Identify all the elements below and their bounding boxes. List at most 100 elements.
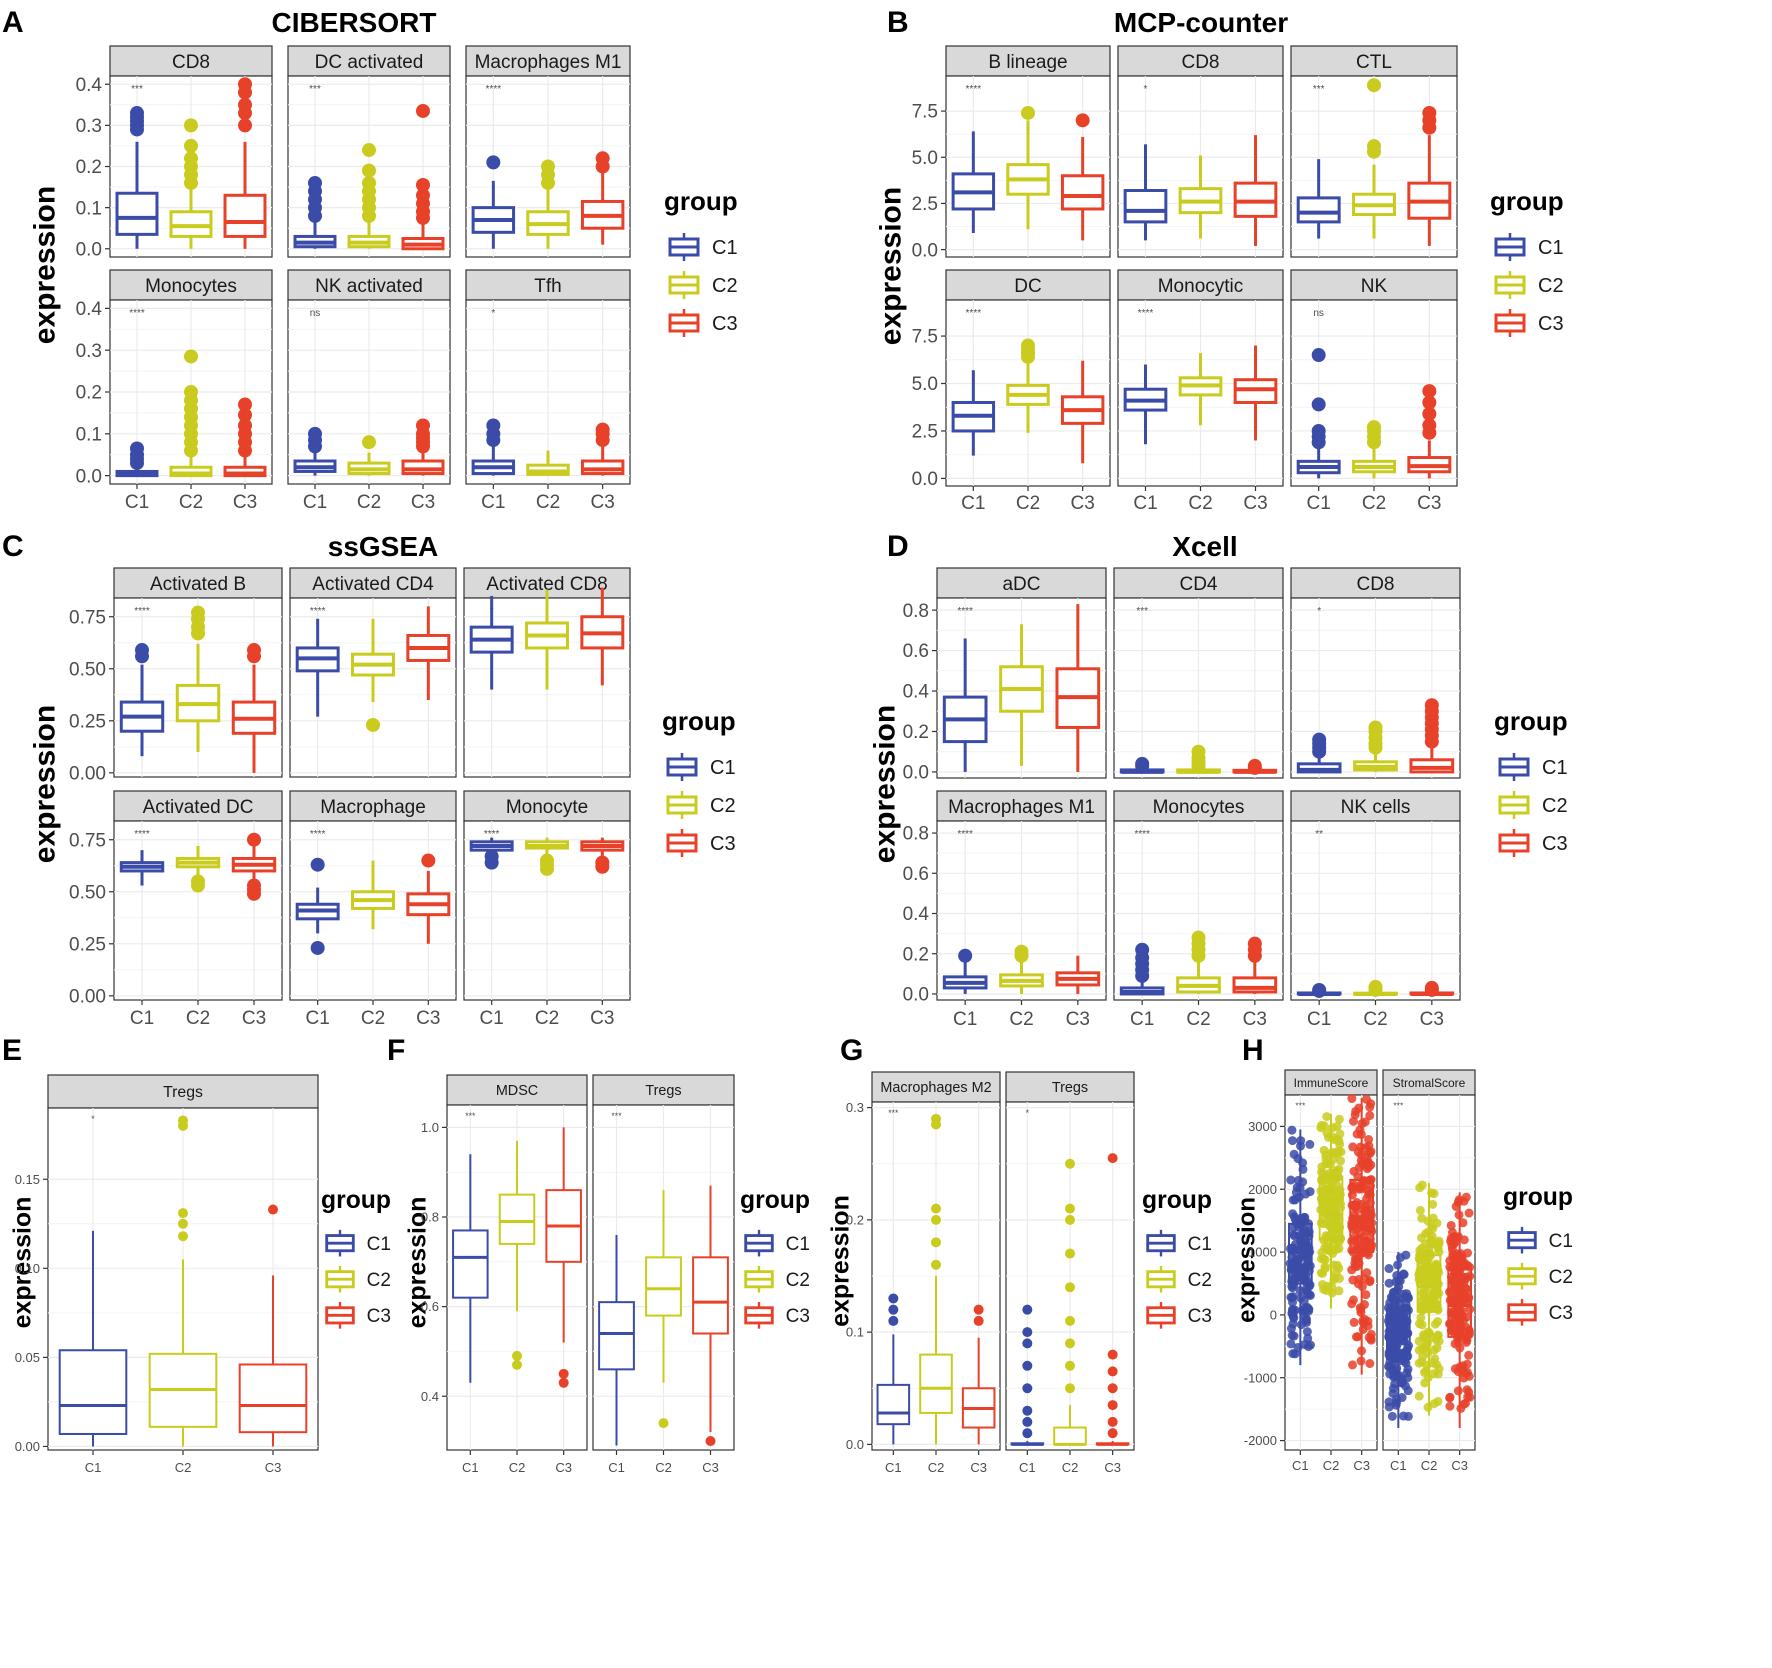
y-axis-title: expression (875, 187, 908, 345)
outlier-point (931, 1259, 941, 1270)
facet-stromalscore: StromalScore *** C1 C2 C3 (1382, 1069, 1476, 1473)
jitter-point (1350, 1110, 1360, 1120)
outlier-point (1107, 1400, 1118, 1411)
outlier-point (416, 188, 430, 203)
box-c2 (1414, 1180, 1444, 1416)
y-tick-label: 0.15 (15, 1172, 40, 1187)
box-c1 (1010, 1304, 1045, 1446)
facet-strip (287, 269, 451, 301)
x-tick-label-c3: C3 (1243, 1009, 1267, 1030)
legend-label-c3: C3 (710, 833, 736, 855)
box-iqr (1447, 1266, 1473, 1338)
jitter-point (1336, 1156, 1346, 1166)
outlier-point (416, 418, 430, 433)
outlier-point (1311, 348, 1326, 363)
y-tick-label: 0.3 (846, 1100, 864, 1115)
outlier-point (184, 385, 198, 399)
facet-dc-activated: DC activated *** (287, 45, 451, 258)
box-iqr (876, 1383, 911, 1426)
jitter-point (1465, 1271, 1475, 1281)
jitter-point (1295, 1230, 1305, 1240)
facet-activated-b: Activated B**** 0.00 0.25 0.50 0.75 (69, 567, 283, 784)
jitter-point (1433, 1396, 1443, 1406)
jitter-point (1335, 1273, 1345, 1283)
legend-key-c2 (668, 271, 700, 299)
jitter-point (1288, 1222, 1298, 1232)
x-tick-label-c2: C2 (928, 1460, 945, 1475)
legend-label-c1: C1 (1542, 757, 1568, 779)
box-c1 (293, 175, 337, 249)
box-c1 (876, 1293, 911, 1445)
jitter-point (1429, 1369, 1439, 1379)
box-c1 (469, 837, 514, 870)
jitter-point (1422, 1360, 1432, 1370)
x-tick-label-c1: C1 (885, 1460, 902, 1475)
y-tick-label: 0.2 (846, 1212, 864, 1227)
outlier-point (558, 1377, 569, 1388)
jitter-point (1334, 1164, 1344, 1174)
y-tick-label: 0.3 (76, 341, 102, 362)
box-iqr (115, 191, 159, 236)
x-tick-label-c2: C2 (361, 1008, 385, 1029)
outlier-point (130, 106, 144, 121)
outlier-point (362, 143, 376, 158)
legend-key-c3 (1507, 1299, 1537, 1326)
box-c1 (1296, 732, 1342, 774)
jitter-point (1332, 1121, 1342, 1131)
box-c2 (1353, 979, 1398, 997)
facet-strip-label: StromalScore (1393, 1076, 1466, 1090)
jitter-point (1328, 1174, 1338, 1184)
jitter-point (1415, 1205, 1425, 1215)
jitter-point (1422, 1303, 1432, 1313)
box-c1 (942, 638, 988, 772)
facet-strip-label: Monocytes (1153, 797, 1245, 818)
legend-label-c1: C1 (712, 237, 738, 259)
jitter-point (1332, 1149, 1342, 1159)
jitter-point (1429, 1287, 1439, 1297)
box-iqr (645, 1256, 682, 1317)
x-tick-label-c3: C3 (1451, 1458, 1468, 1473)
jitter-point (1361, 1290, 1371, 1300)
box-c2 (1178, 353, 1223, 426)
legend-label-c2: C2 (1549, 1267, 1573, 1288)
jitter-point (1322, 1285, 1332, 1295)
box-c2 (1006, 105, 1050, 230)
box-c3 (1232, 936, 1278, 994)
x-tick-label-c1: C1 (130, 1008, 154, 1029)
facet-strip (289, 567, 457, 599)
box-c3 (401, 418, 445, 476)
y-tick-label: 3000 (1248, 1119, 1277, 1134)
box-iqr (223, 193, 267, 238)
jitter-point (1287, 1125, 1297, 1135)
outlier-point (1107, 1349, 1118, 1360)
facet-strip-label: CD8 (172, 52, 210, 73)
x-tick-label-c1: C1 (1133, 493, 1157, 514)
box-c2 (351, 860, 395, 930)
y-axis-title: expression (869, 705, 902, 863)
outlier-point (1367, 420, 1381, 435)
outlier-point (416, 103, 430, 118)
facet-strip-label: Macrophages M1 (948, 797, 1095, 818)
legend-title: group (662, 706, 736, 736)
outlier-point (1247, 936, 1262, 951)
jitter-point (1302, 1327, 1312, 1337)
outlier-point (1424, 698, 1439, 713)
legend-label-c1: C1 (367, 1234, 391, 1255)
outlier-point (184, 349, 198, 364)
outlier-point (595, 855, 610, 870)
box-c1 (115, 106, 159, 249)
jitter-point (1287, 1330, 1297, 1340)
jitter-point (1446, 1220, 1456, 1230)
jitter-point (1389, 1316, 1399, 1326)
legend-title: group (321, 1187, 391, 1214)
y-tick-label: 0.2 (903, 944, 929, 965)
jitter-point (1334, 1214, 1344, 1224)
significance-label: * (1026, 1108, 1030, 1118)
facet-strip-label: Activated B (150, 574, 246, 595)
outlier-point (1367, 139, 1381, 154)
box-c1 (293, 426, 337, 476)
jitter-point (1462, 1367, 1472, 1377)
facet-cd4: CD4 *** (1113, 567, 1284, 779)
jitter-point (1355, 1303, 1365, 1313)
facet-strip (1113, 567, 1284, 599)
